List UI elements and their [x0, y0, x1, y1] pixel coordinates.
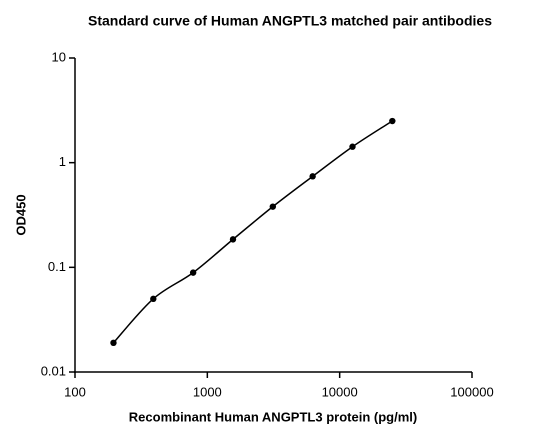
data-point: [389, 117, 396, 125]
chart-title: Standard curve of Human ANGPTL3 matched …: [88, 13, 492, 29]
y-tick-label: 10: [52, 49, 66, 64]
y-tick-label: 0.01: [41, 363, 66, 378]
x-tick-label: 1000: [193, 384, 222, 399]
fit-curve: [112, 120, 393, 344]
x-tick-label: 100: [64, 384, 86, 399]
data-point: [309, 173, 316, 180]
x-axis-label: Recombinant Human ANGPTL3 protein (pg/ml…: [129, 409, 417, 424]
y-tick-label: 0.1: [48, 259, 66, 274]
y-axis-label: OD450: [13, 194, 28, 235]
data-point: [269, 203, 277, 210]
x-tick-label: 10000: [322, 384, 358, 399]
data-point: [150, 295, 157, 303]
data-point: [189, 269, 197, 276]
data-point: [349, 143, 356, 150]
x-tick-label: 100000: [450, 384, 493, 399]
data-point: [110, 339, 117, 347]
y-tick-label: 1: [59, 154, 66, 169]
data-point: [229, 236, 237, 243]
